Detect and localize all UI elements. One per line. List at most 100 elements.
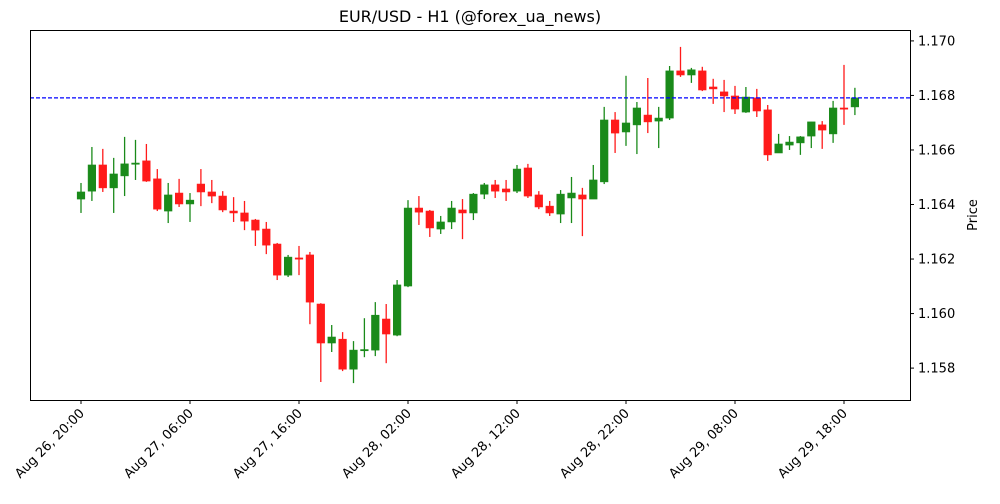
candle-body	[142, 160, 151, 182]
candle-body	[229, 210, 238, 214]
candle-body	[294, 257, 304, 260]
candle-15	[240, 200, 249, 231]
candle-body	[741, 96, 750, 113]
candle-67	[807, 121, 816, 149]
candle-71	[850, 87, 859, 116]
candle-9	[175, 178, 184, 207]
candle-52	[643, 77, 652, 134]
candle-body	[109, 173, 118, 189]
candle-59	[719, 79, 729, 113]
candle-53	[654, 106, 663, 149]
candle-body	[709, 86, 718, 90]
candle-body	[556, 193, 565, 215]
candle-body	[98, 164, 107, 189]
candle-60	[730, 85, 740, 114]
candle-57	[698, 66, 707, 92]
candle-4	[120, 136, 129, 197]
candle-body	[273, 243, 282, 276]
candle-body	[796, 136, 805, 144]
candle-63	[763, 104, 772, 161]
candle-body	[338, 338, 347, 370]
candle-32	[425, 209, 434, 237]
candle-48	[600, 106, 609, 185]
candle-66	[796, 136, 805, 155]
candle-19	[283, 254, 293, 278]
candle-26	[360, 318, 369, 358]
candle-3	[109, 157, 118, 213]
candle-64	[774, 133, 783, 154]
candle-body	[327, 336, 336, 344]
plot-frame	[30, 30, 911, 401]
candle-body	[512, 168, 522, 192]
candle-62	[752, 88, 761, 117]
candle-body	[414, 207, 424, 213]
candle-body	[316, 303, 325, 344]
candle-body	[719, 91, 729, 97]
candle-11	[196, 169, 206, 207]
candle-body	[501, 188, 511, 193]
x-tick-label: Aug 27, 06:00	[121, 406, 197, 482]
candle-body	[545, 205, 554, 214]
candle-body	[752, 97, 761, 112]
candle-body	[240, 212, 249, 222]
candle-17	[262, 221, 271, 255]
candle-body	[676, 70, 685, 76]
candle-0	[76, 182, 86, 213]
candle-body	[818, 124, 827, 131]
candle-70	[839, 64, 849, 125]
candle-body	[491, 184, 500, 192]
candle-10	[185, 193, 195, 222]
y-axis-label: Price	[966, 199, 981, 231]
candle-body	[185, 199, 195, 205]
candle-56	[687, 67, 696, 83]
candle-body	[131, 162, 140, 165]
candle-42	[534, 191, 543, 210]
candle-body	[469, 193, 478, 214]
candle-body	[632, 107, 641, 126]
candle-body	[164, 194, 173, 212]
candle-body	[403, 207, 413, 287]
candle-body	[371, 314, 380, 351]
y-tick-label: 1.162	[918, 253, 955, 268]
candle-body	[763, 109, 772, 156]
candle-body	[360, 349, 369, 352]
candle-43	[545, 200, 554, 216]
candle-28	[382, 304, 391, 364]
candle-21	[305, 251, 315, 325]
candle-23	[327, 325, 336, 353]
candle-body	[523, 167, 532, 197]
x-tick-label: Aug 28, 02:00	[339, 406, 415, 482]
candle-29	[392, 280, 402, 337]
candle-13	[218, 191, 227, 213]
candle-body	[436, 221, 445, 230]
candle-6	[142, 143, 151, 182]
candle-35	[458, 199, 467, 240]
candle-body	[839, 107, 849, 110]
candle-body	[665, 70, 674, 119]
candle-body	[392, 284, 402, 336]
y-axis: 1.158 1.160 1.162 1.164 1.166 1.168 1.170	[910, 34, 955, 377]
candle-body	[251, 219, 260, 231]
candle-68	[818, 121, 827, 149]
candle-61	[741, 86, 750, 113]
candle-body	[785, 141, 794, 146]
candle-body	[262, 228, 271, 246]
candle-58	[709, 78, 718, 104]
candle-30	[403, 200, 413, 288]
x-tick-label: Aug 28, 22:00	[557, 406, 633, 482]
x-tick-label: Aug 27, 16:00	[230, 406, 306, 482]
candle-body	[207, 191, 216, 197]
candle-38	[491, 179, 500, 198]
candle-body	[850, 97, 859, 108]
candle-body	[196, 183, 206, 193]
candle-body	[610, 119, 620, 134]
candle-33	[436, 215, 445, 234]
candle-7	[153, 169, 162, 212]
candle-36	[469, 193, 478, 221]
candle-body	[175, 192, 184, 205]
candle-25	[349, 341, 358, 384]
candle-body	[589, 179, 598, 200]
candle-body	[534, 194, 543, 208]
candle-body	[447, 207, 456, 223]
